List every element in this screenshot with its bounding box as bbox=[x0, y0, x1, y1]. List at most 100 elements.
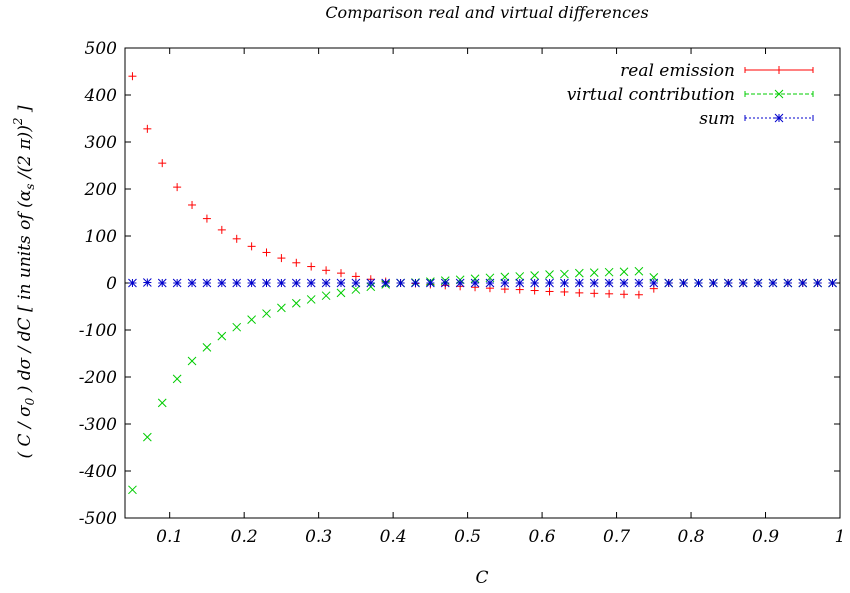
data-point bbox=[336, 269, 345, 278]
data-point bbox=[232, 322, 242, 332]
y-tick-label: -200 bbox=[79, 368, 117, 388]
data-point bbox=[783, 278, 793, 288]
y-tick-label: 300 bbox=[85, 133, 118, 153]
x-tick-label: 1 bbox=[835, 527, 846, 547]
data-point bbox=[396, 278, 405, 288]
data-point bbox=[605, 289, 614, 298]
data-point bbox=[619, 278, 629, 288]
legend-label: virtual contribution bbox=[567, 85, 735, 105]
data-point bbox=[322, 266, 331, 275]
data-point bbox=[574, 278, 584, 288]
data-point bbox=[798, 278, 808, 288]
x-tick-label: 0.9 bbox=[752, 527, 779, 547]
data-point bbox=[142, 432, 152, 442]
y-axis-ticks: 500 400 300 200 100 0 -100 -200 -300 -400 -500 bbox=[79, 39, 840, 529]
data-point bbox=[307, 262, 316, 271]
data-point bbox=[500, 272, 510, 282]
ylabel-sup-2: 2 bbox=[11, 118, 25, 127]
data-point bbox=[202, 343, 212, 352]
data-point bbox=[262, 309, 271, 318]
data-point bbox=[277, 254, 286, 263]
data-point bbox=[560, 269, 569, 279]
data-point bbox=[515, 278, 525, 288]
data-point bbox=[247, 315, 256, 325]
data-point bbox=[545, 287, 554, 296]
data-point bbox=[217, 331, 227, 341]
data-point bbox=[604, 267, 614, 277]
ylabel-part-3: /(2 π)) bbox=[15, 125, 35, 183]
data-point bbox=[157, 278, 167, 288]
data-point bbox=[188, 200, 197, 209]
data-point bbox=[649, 278, 659, 288]
data-point bbox=[545, 278, 554, 288]
data-point bbox=[470, 274, 480, 284]
y-tick-label: -300 bbox=[79, 415, 117, 435]
data-point bbox=[143, 124, 152, 133]
legend-marker bbox=[775, 66, 783, 74]
data-point bbox=[172, 374, 182, 384]
series-2 bbox=[128, 278, 837, 288]
legend-marker bbox=[774, 113, 784, 123]
data-point bbox=[530, 286, 539, 295]
data-point bbox=[619, 267, 629, 277]
x-tick-label: 0.7 bbox=[603, 527, 630, 547]
data-point bbox=[336, 278, 346, 288]
x-tick-label: 0.4 bbox=[380, 527, 407, 547]
data-point bbox=[738, 278, 748, 288]
data-point bbox=[187, 278, 197, 288]
data-point bbox=[202, 214, 211, 223]
data-point bbox=[753, 278, 763, 288]
data-point bbox=[590, 289, 599, 298]
data-point bbox=[292, 258, 301, 267]
data-point bbox=[560, 278, 569, 288]
data-point bbox=[351, 285, 361, 294]
data-point bbox=[128, 72, 137, 81]
y-tick-label: 200 bbox=[84, 180, 118, 200]
data-point bbox=[291, 278, 301, 288]
ylabel-part-2: ) dσ / dC [ in units of (α bbox=[15, 189, 35, 397]
legend-label: sum bbox=[699, 109, 735, 129]
y-tick-label: 400 bbox=[84, 86, 118, 106]
x-tick-label: 0.6 bbox=[529, 527, 556, 547]
x-axis-ticks: 0.1 0.2 0.3 0.4 0.5 0.6 0.7 0.8 0.9 1 bbox=[156, 48, 845, 547]
data-point bbox=[277, 303, 286, 313]
data-point bbox=[247, 278, 256, 288]
data-point bbox=[515, 272, 525, 281]
data-point bbox=[158, 159, 167, 168]
legend-label: real emission bbox=[620, 61, 735, 81]
data-point bbox=[157, 398, 167, 408]
ylabel-part-4: ] bbox=[15, 105, 35, 117]
data-point bbox=[620, 290, 629, 299]
y-tick-label: 500 bbox=[85, 39, 118, 59]
data-point bbox=[768, 278, 778, 288]
series-layer bbox=[128, 72, 837, 495]
data-point bbox=[232, 234, 241, 243]
data-point bbox=[381, 278, 391, 288]
data-point bbox=[530, 271, 539, 280]
data-point bbox=[723, 278, 733, 288]
data-point bbox=[336, 288, 346, 298]
data-point bbox=[813, 278, 823, 288]
x-tick-label: 0.2 bbox=[231, 527, 258, 547]
ylabel-part-1: ( C / σ bbox=[15, 405, 35, 459]
data-point bbox=[426, 278, 435, 288]
data-point bbox=[604, 278, 614, 288]
y-tick-label: 100 bbox=[85, 227, 118, 247]
data-point bbox=[306, 295, 316, 304]
data-point bbox=[530, 278, 539, 288]
data-point bbox=[545, 270, 554, 279]
data-point bbox=[262, 248, 271, 257]
ylabel-sub-s: s bbox=[23, 184, 37, 190]
data-point bbox=[142, 278, 152, 287]
chart-title: Comparison real and virtual differences bbox=[325, 3, 648, 22]
legend-marker bbox=[774, 89, 784, 99]
data-point bbox=[634, 278, 644, 288]
data-point bbox=[217, 225, 226, 234]
y-tick-label: 0 bbox=[106, 274, 117, 294]
data-point bbox=[634, 290, 643, 299]
data-point bbox=[575, 288, 584, 297]
data-point bbox=[128, 278, 137, 288]
data-point bbox=[574, 268, 584, 278]
data-point bbox=[306, 278, 316, 288]
